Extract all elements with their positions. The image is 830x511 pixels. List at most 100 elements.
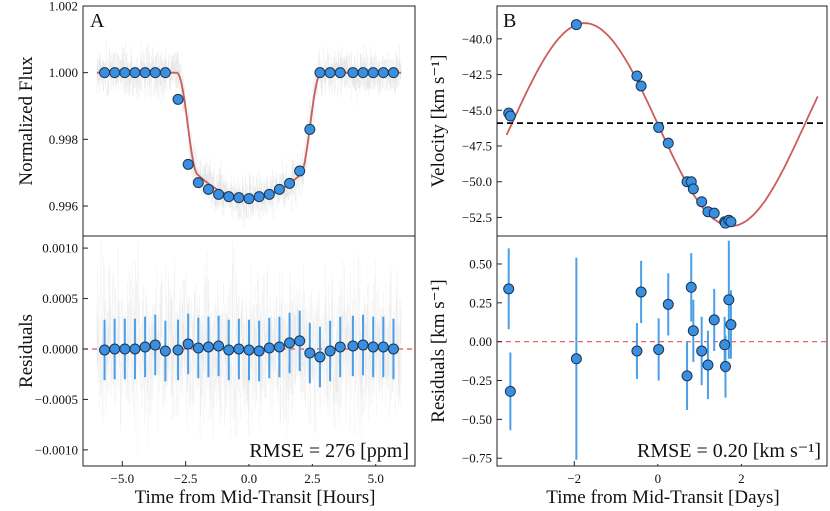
residual-point bbox=[213, 340, 225, 352]
rv-residual-ytick: 0.25 bbox=[469, 295, 492, 310]
residual-point bbox=[202, 341, 214, 353]
rv-residual-point bbox=[723, 294, 735, 306]
residual-point bbox=[159, 345, 171, 357]
flux-ytick: 0.996 bbox=[49, 199, 79, 214]
flux-point bbox=[273, 183, 285, 195]
residual-point bbox=[253, 345, 265, 357]
rmse-a-label: RMSE = 276 [ppm] bbox=[249, 440, 409, 462]
flux-point bbox=[109, 67, 121, 79]
flux-point bbox=[223, 191, 235, 203]
velocity-ytick: −40.0 bbox=[462, 31, 492, 46]
flux-point bbox=[294, 165, 306, 177]
rv-residual-point bbox=[570, 353, 582, 365]
rv-residual-ytick: 0.50 bbox=[469, 256, 492, 271]
residual-point bbox=[314, 351, 326, 363]
rv-residual-point bbox=[719, 361, 731, 373]
residual-point bbox=[263, 342, 275, 354]
flux-point bbox=[253, 191, 265, 203]
flux-ytick: 1.000 bbox=[49, 65, 78, 80]
velocity-point bbox=[725, 216, 737, 228]
residual-point bbox=[172, 344, 184, 356]
flux-point bbox=[263, 188, 275, 200]
residual-point bbox=[99, 344, 111, 356]
flux-point bbox=[192, 177, 204, 189]
panel-a-xlabel: Time from Mid-Transit [Hours] bbox=[135, 487, 376, 508]
chart-marks bbox=[83, 19, 827, 460]
residual-point bbox=[367, 341, 379, 353]
flux-point bbox=[243, 193, 255, 205]
velocity-ytick: −50.0 bbox=[462, 174, 492, 189]
flux-point bbox=[233, 192, 245, 204]
residual-point bbox=[377, 341, 389, 353]
panel-b-letter: B bbox=[503, 10, 516, 32]
rmse-b-box bbox=[600, 438, 825, 464]
residual-point bbox=[233, 343, 245, 355]
flux-point bbox=[324, 67, 336, 79]
panel-a-letter: A bbox=[90, 10, 105, 32]
flux-point bbox=[314, 67, 326, 79]
velocity-point bbox=[696, 196, 708, 208]
residual-point bbox=[357, 339, 369, 351]
rv-residual-point bbox=[662, 298, 674, 310]
residual-ytick: 0.0010 bbox=[42, 241, 78, 256]
residual-point bbox=[387, 343, 399, 355]
residual-point bbox=[294, 335, 306, 347]
velocity-point bbox=[687, 183, 699, 195]
flux-point bbox=[99, 67, 111, 79]
residual-ytick: 0.0000 bbox=[42, 341, 78, 356]
residual-ytick: −0.0010 bbox=[35, 442, 78, 457]
rv-residual-point bbox=[504, 385, 516, 397]
rv-residual-point bbox=[653, 343, 665, 355]
flux-point bbox=[159, 67, 171, 79]
residual-point bbox=[109, 343, 121, 355]
hours-xtick: 0.0 bbox=[241, 471, 257, 486]
flux-point bbox=[213, 188, 225, 200]
flux-ytick: 1.002 bbox=[49, 0, 78, 14]
panel-a-res-ylabel: Residuals bbox=[16, 314, 37, 388]
residual-point bbox=[149, 339, 161, 351]
flux-point bbox=[202, 183, 214, 195]
residual-point bbox=[139, 341, 151, 353]
days-xtick: 2 bbox=[738, 471, 745, 486]
velocity-point bbox=[708, 207, 720, 219]
velocity-ytick: −42.5 bbox=[462, 67, 492, 82]
panel-a-ylabel: Normalized Flux bbox=[16, 56, 37, 186]
rv-residual-point bbox=[725, 319, 737, 331]
residual-point bbox=[192, 342, 204, 354]
flux-point bbox=[367, 67, 379, 79]
rv-residual-ytick: −0.50 bbox=[462, 412, 492, 427]
flux-point bbox=[357, 67, 369, 79]
residual-point bbox=[334, 341, 346, 353]
rv-residual-ytick: −0.75 bbox=[462, 451, 492, 466]
raw-flux-noise bbox=[96, 40, 402, 456]
residual-ytick: 0.0005 bbox=[42, 291, 78, 306]
flux-point bbox=[119, 67, 131, 79]
flux-point bbox=[387, 67, 399, 79]
flux-point bbox=[139, 67, 151, 79]
rv-residual-point bbox=[685, 281, 697, 293]
rv-residual-point bbox=[702, 359, 714, 371]
rv-residual-point bbox=[631, 345, 643, 357]
residual-point bbox=[284, 337, 296, 349]
rv-residual-point bbox=[696, 345, 708, 357]
panel-b-xlabel: Time from Mid-Transit [Days] bbox=[546, 487, 779, 508]
tick-labels: 0.9960.9981.0001.002−0.0010−0.00050.0000… bbox=[35, 0, 745, 486]
flux-point bbox=[284, 177, 296, 189]
residual-point bbox=[347, 340, 359, 352]
flux-point bbox=[149, 67, 161, 79]
rv-residual-point bbox=[681, 370, 693, 382]
flux-point bbox=[304, 123, 316, 135]
velocity-ytick: −47.5 bbox=[462, 139, 492, 154]
velocity-point bbox=[504, 110, 516, 122]
hours-xtick: 2.5 bbox=[304, 471, 320, 486]
residual-point bbox=[129, 343, 141, 355]
rv-residual-point bbox=[708, 314, 720, 326]
residual-point bbox=[324, 345, 336, 357]
rv-residual-ytick: −0.25 bbox=[462, 373, 492, 388]
hours-xtick: −2.5 bbox=[174, 471, 198, 486]
velocity-ytick: −45.0 bbox=[462, 103, 492, 118]
flux-ytick: 0.998 bbox=[49, 132, 78, 147]
days-xtick: 0 bbox=[655, 471, 662, 486]
hours-xtick: −5.0 bbox=[110, 471, 134, 486]
velocity-point bbox=[570, 19, 582, 31]
